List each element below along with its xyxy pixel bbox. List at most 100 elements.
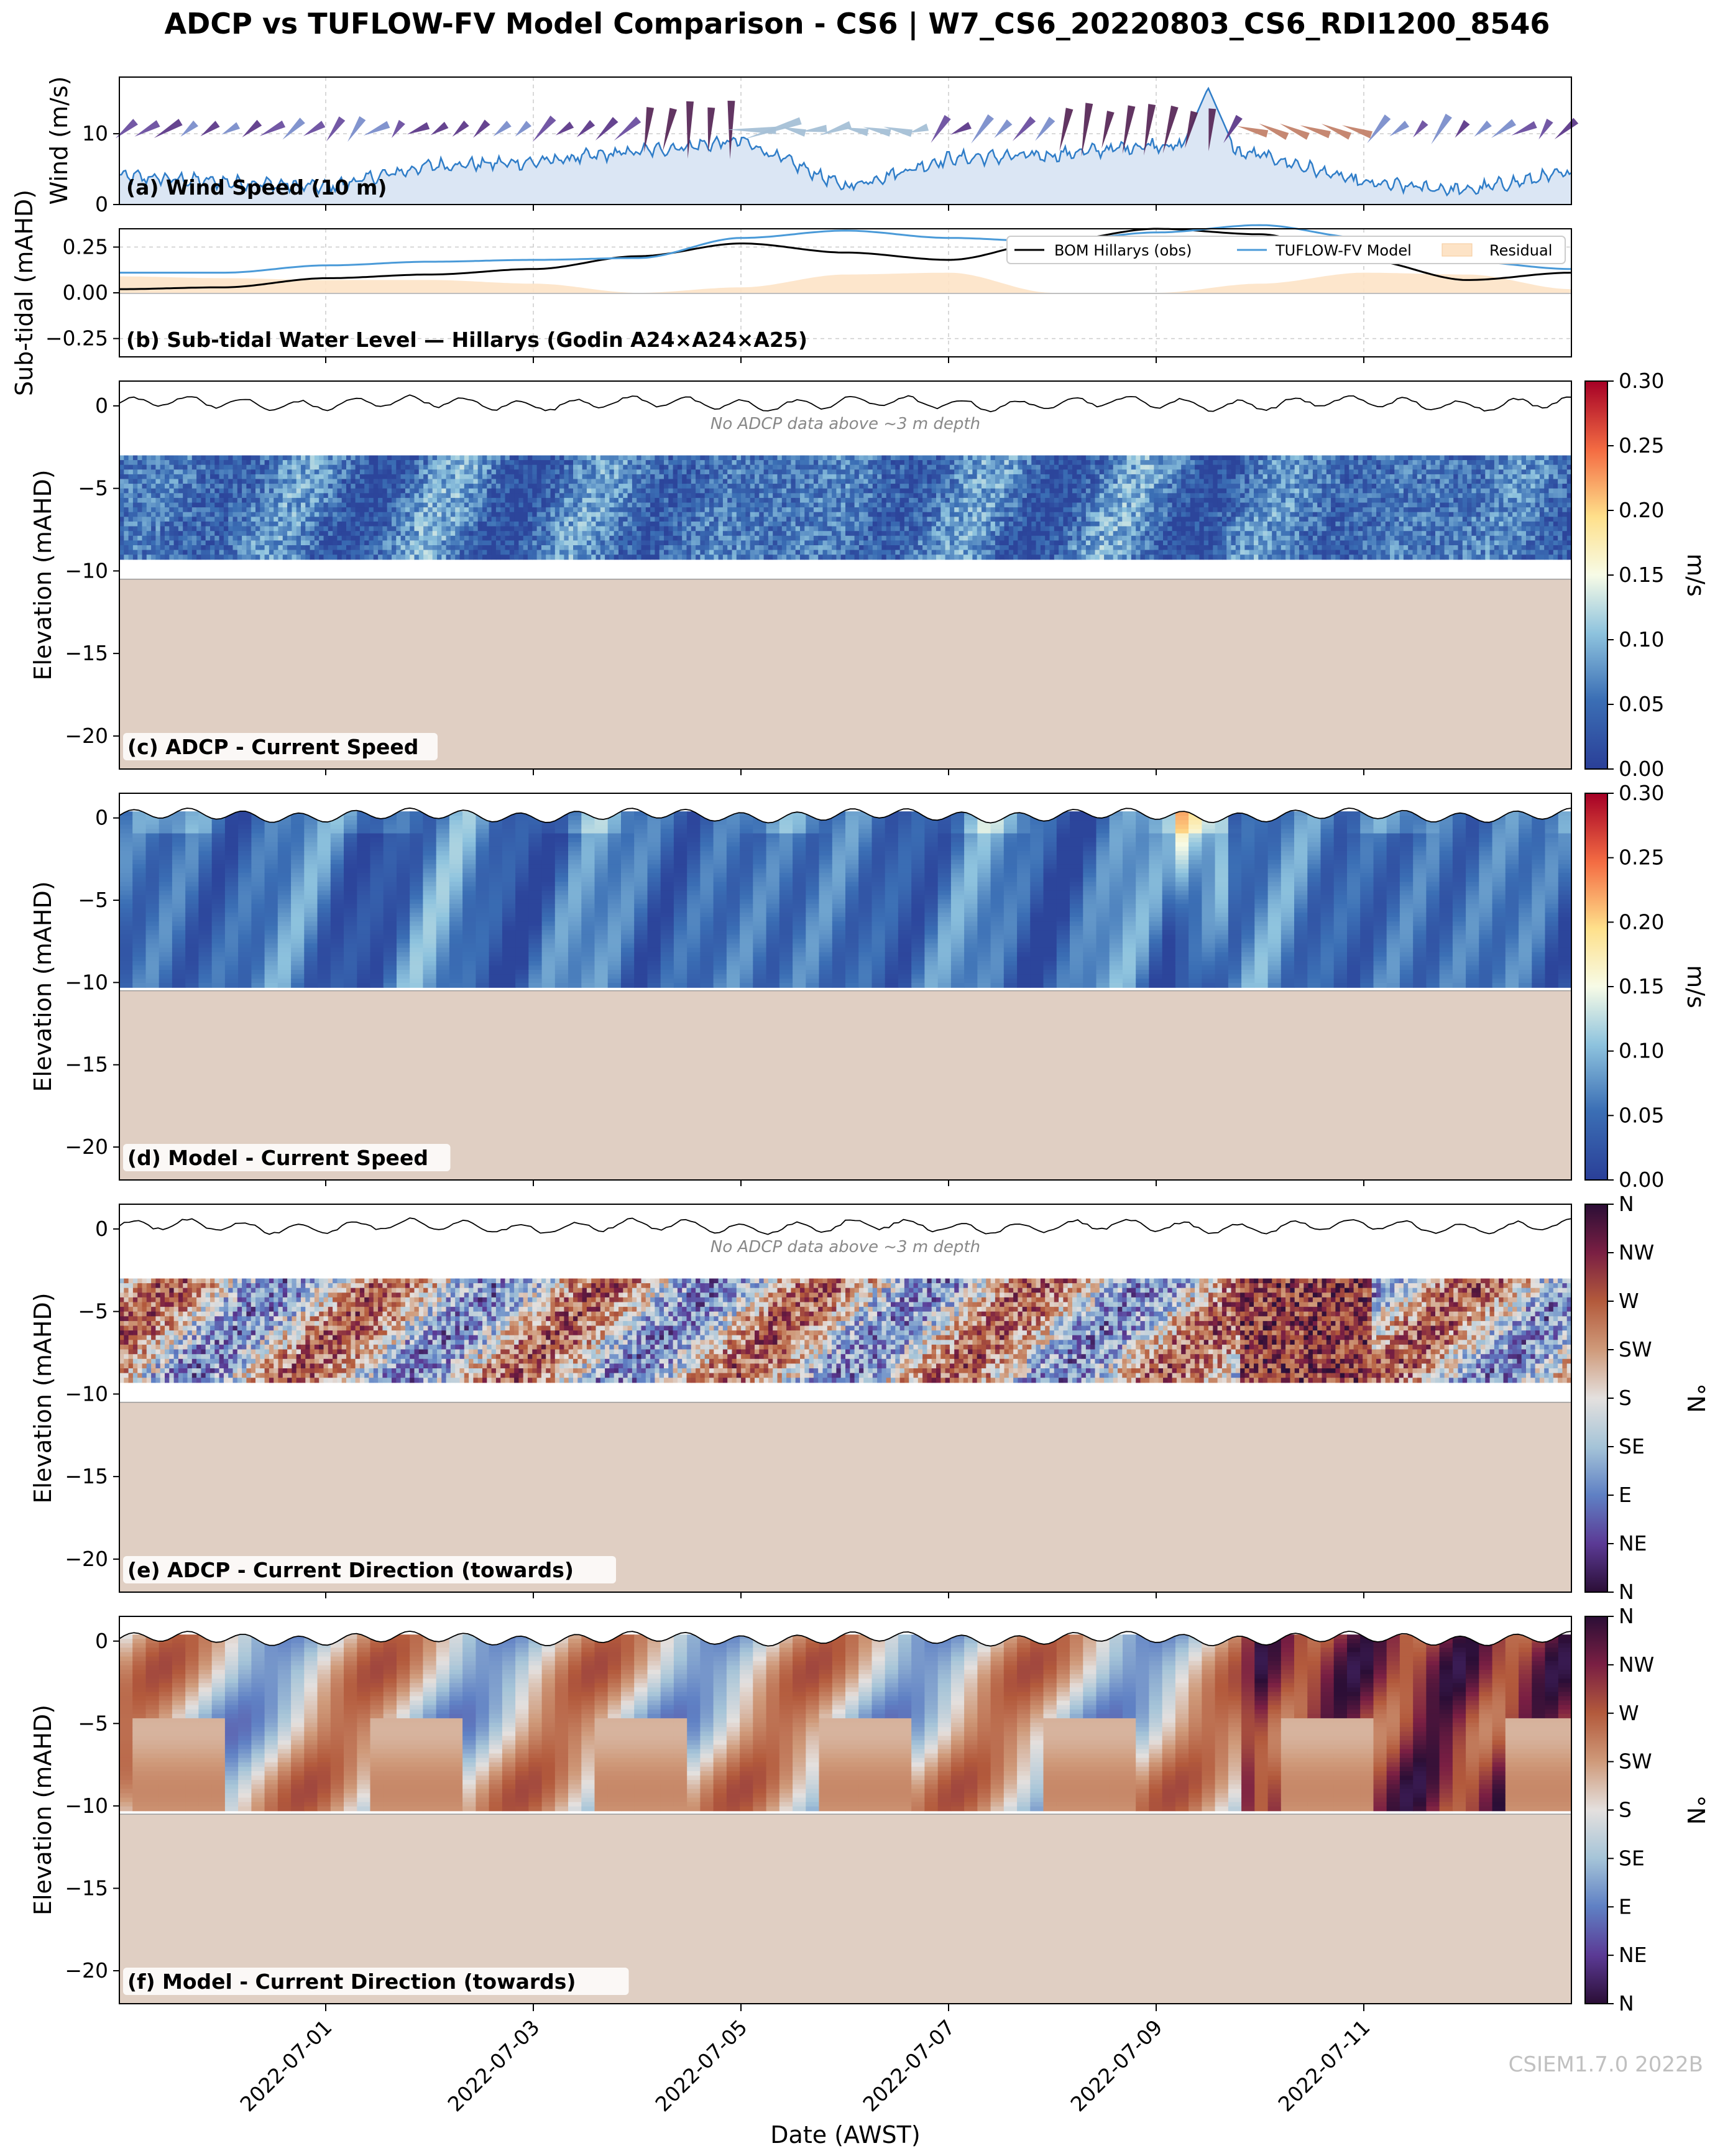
ylabel-c: Elevation (mAHD) xyxy=(29,469,57,680)
colorbar-tick-label: N xyxy=(1619,1192,1634,1216)
panel-e: No ADCP data above ~3 m depth0−5−10−15−2… xyxy=(29,1192,1709,1604)
ytick-label: 0 xyxy=(95,806,108,830)
colorbar-tick-label: 0.25 xyxy=(1619,433,1664,458)
colorbar-tick-label: 0.20 xyxy=(1619,910,1664,934)
heatmap-cells-f xyxy=(119,1634,1572,1811)
heatmap-cells-d xyxy=(119,811,1572,988)
colorbar-tick-label: 0.30 xyxy=(1619,369,1664,393)
legend-model: TUFLOW-FV Model xyxy=(1275,242,1412,259)
panel-label-c: (c) ADCP - Current Speed xyxy=(127,735,418,759)
colorbar-tick-label: SW xyxy=(1619,1749,1652,1774)
colorbar-tick-label: S xyxy=(1619,1386,1632,1410)
colorbar-label-c: m/s xyxy=(1682,553,1709,597)
ytick-label: −10 xyxy=(65,970,108,994)
colorbar-tick-label: N xyxy=(1619,1580,1634,1604)
colorbar-tick-label: E xyxy=(1619,1483,1632,1507)
colorbar-tick-label: 0.20 xyxy=(1619,498,1664,522)
colorbar-tick-label: SE xyxy=(1619,1434,1645,1458)
ytick-label-b: 0.25 xyxy=(63,234,108,259)
ylabel-e: Elevation (mAHD) xyxy=(29,1292,57,1503)
colorbar-tick-label: NE xyxy=(1619,1943,1647,1967)
heatmap-cells-e xyxy=(119,1279,1572,1383)
colorbar-tick-label: SE xyxy=(1619,1846,1645,1870)
legend-obs: BOM Hillarys (obs) xyxy=(1054,242,1192,259)
colorbar-tick-label: SW xyxy=(1619,1337,1652,1361)
ylabel-f: Elevation (mAHD) xyxy=(29,1705,57,1915)
panel-f: 0 −5 −10 −15 −20 Elevation (mAHD) (f) Model - … xyxy=(29,1604,1709,2015)
ytick-label: −5 xyxy=(78,888,108,912)
yticks-b: 0.25 0.00 −0.25 xyxy=(45,234,119,350)
colorbar-tick-label: 0.00 xyxy=(1619,1168,1664,1192)
ytick-label-b: −0.25 xyxy=(45,326,108,351)
ytick-label: −20 xyxy=(65,724,108,748)
xtick-label: 2022-07-09 xyxy=(1065,2015,1167,2116)
heatmap-cells-c xyxy=(119,456,1572,560)
colorbar-label-d: m/s xyxy=(1682,965,1709,1008)
ytick-label: −10 xyxy=(65,1794,108,1818)
colorbar-tick-label: 0.30 xyxy=(1619,781,1664,805)
panel-label-b: (b) Sub-tidal Water Level — Hillarys (Go… xyxy=(126,328,807,352)
ytick-label: −20 xyxy=(65,1547,108,1571)
ytick-label: 0 xyxy=(95,1217,108,1241)
colorbar-tick-label: 0.05 xyxy=(1619,692,1664,716)
ytick-label: −5 xyxy=(78,476,108,500)
ytick-label-a: 10 xyxy=(82,121,108,145)
ytick-label: −10 xyxy=(65,1381,108,1406)
colorbar-c xyxy=(1585,381,1607,769)
panel-d: 0 −5 −10 −15 −20 Elevation (mAHD) (d) Model - … xyxy=(29,781,1709,1192)
xtick-label: 2022-07-11 xyxy=(1273,2015,1374,2116)
ytick-label: −15 xyxy=(65,1464,108,1488)
watermark: CSIEM1.7.0 2022B xyxy=(1509,2052,1703,2077)
ytick-label: −20 xyxy=(65,1958,108,1983)
colorbar-tick-label: N xyxy=(1619,1991,1634,2015)
ytick-label: −20 xyxy=(65,1135,108,1159)
ytick-label: −15 xyxy=(65,1053,108,1077)
ytick-label: −5 xyxy=(78,1711,108,1735)
legend: BOM Hillarys (obs) TUFLOW-FV Model Resid… xyxy=(1007,236,1565,264)
colorbar-tick-label: 0.10 xyxy=(1619,627,1664,652)
ytick-label: 0 xyxy=(95,1629,108,1653)
xtick-label: 2022-07-01 xyxy=(235,2015,336,2116)
colorbar-d xyxy=(1585,793,1607,1180)
colorbar-tick-label: N xyxy=(1619,1604,1634,1628)
xtick-label: 2022-07-05 xyxy=(650,2015,752,2116)
ytick-label-b: 0.00 xyxy=(63,280,108,305)
panel-a: 0 10 Wind (m/s) (a) Wind Speed (10 m) xyxy=(45,76,1578,216)
colorbar-tick-label: S xyxy=(1619,1798,1632,1822)
panel-c: No ADCP data above ~3 m depth 0 −5 −10 −15 −2… xyxy=(29,369,1709,781)
ylabel-b: Sub-tidal (mAHD) xyxy=(11,190,38,396)
ytick-label: −15 xyxy=(65,1876,108,1900)
colorbar-tick-label: E xyxy=(1619,1894,1632,1919)
ytick-label-a: 0 xyxy=(95,192,108,216)
x-axis-label: Date (AWST) xyxy=(770,2121,920,2149)
colorbar-label-e: °N xyxy=(1682,1383,1709,1412)
ytick-label: −10 xyxy=(65,558,108,583)
panel-label-f: (f) Model - Current Direction (towards) xyxy=(127,1969,576,1994)
ytick-label: 0 xyxy=(95,394,108,418)
colorbar-tick-label: 0.05 xyxy=(1619,1103,1664,1127)
no-data-note: No ADCP data above ~3 m depth xyxy=(710,415,980,433)
colorbar-tick-label: NE xyxy=(1619,1531,1647,1555)
colorbar-f xyxy=(1585,1616,1607,2004)
colorbar-tick-label: 0.25 xyxy=(1619,845,1664,870)
colorbar-tick-label: NW xyxy=(1619,1240,1654,1265)
colorbar-tick-label: W xyxy=(1619,1701,1639,1725)
yticks-a: 0 10 xyxy=(82,121,119,216)
xtick-label: 2022-07-03 xyxy=(443,2015,544,2116)
colorbar-tick-label: 0.15 xyxy=(1619,974,1664,998)
colorbar-tick-label: NW xyxy=(1619,1652,1654,1677)
panel-label-e: (e) ADCP - Current Direction (towards) xyxy=(127,1558,574,1582)
ylabel-a: Wind (m/s) xyxy=(45,76,73,205)
colorbar-label-f: °N xyxy=(1682,1795,1709,1825)
panel-label-a: (a) Wind Speed (10 m) xyxy=(126,175,387,200)
legend-residual: Residual xyxy=(1489,242,1552,259)
xtick-label: 2022-07-07 xyxy=(858,2015,959,2116)
colorbar-tick-label: 0.00 xyxy=(1619,757,1664,781)
panel-b: 0.25 0.00 −0.25 Sub-tidal (mAHD) (b) Sub-t… xyxy=(11,190,1571,396)
ytick-label: −15 xyxy=(65,641,108,665)
panel-label-d: (d) Model - Current Speed xyxy=(127,1146,428,1170)
colorbar-tick-label: 0.10 xyxy=(1619,1039,1664,1063)
ylabel-d: Elevation (mAHD) xyxy=(29,881,57,1092)
no-data-note: No ADCP data above ~3 m depth xyxy=(710,1238,980,1256)
